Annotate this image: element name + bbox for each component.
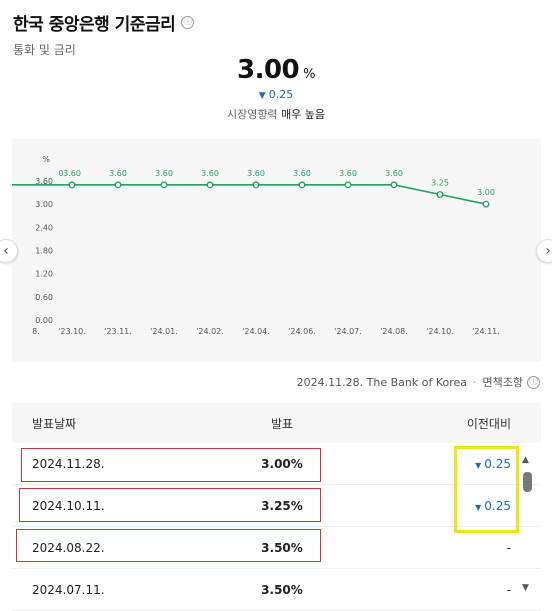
x-tick-label: '24.04. bbox=[242, 327, 270, 336]
source-line: 2024.11.28. The Bank of Korea · 면책조항 ⓘ bbox=[297, 374, 540, 390]
data-label: 3.00 bbox=[477, 188, 495, 197]
data-point bbox=[436, 191, 444, 198]
data-point bbox=[252, 181, 260, 189]
info-icon[interactable]: ⓘ bbox=[181, 16, 195, 29]
x-tick-label: '23.10. bbox=[58, 327, 86, 336]
y-tick-label: 0.00 bbox=[35, 316, 53, 325]
rate-change: ▼ 0.25 bbox=[0, 88, 552, 101]
x-tick-label: '24.08. bbox=[380, 327, 408, 336]
row-value: 3.25% bbox=[261, 498, 303, 513]
impact-label: 시장영향력 bbox=[226, 108, 278, 121]
scroll-down-icon[interactable]: ▼ bbox=[522, 583, 529, 593]
data-point bbox=[390, 181, 398, 189]
row-date: 2024.08.22. bbox=[32, 540, 105, 555]
y-tick-label: 3.60 bbox=[35, 177, 53, 186]
x-tick-label: '24.11. bbox=[472, 327, 500, 336]
x-tick-label: '24.10. bbox=[426, 327, 454, 336]
line-chart: %3.603.002.401.801.200.600.000 3.60 3.60 3.… bbox=[12, 155, 500, 336]
data-label: 3.60 bbox=[109, 169, 127, 178]
scrollbar-thumb[interactable] bbox=[523, 472, 532, 492]
row-change: ▼ 0.25 bbox=[332, 457, 541, 471]
row-date: 2024.11.28. bbox=[32, 456, 105, 471]
data-label: 3.60 bbox=[339, 169, 357, 178]
page-title: 한국 중앙은행 기준금리 ⓘ bbox=[13, 10, 195, 35]
x-tick-label: '24.01. bbox=[150, 327, 178, 336]
y-tick-label: 2.40 bbox=[35, 223, 53, 232]
data-point bbox=[482, 200, 490, 208]
series-line bbox=[12, 184, 487, 205]
announcement-table: 발표날짜 발표 이전대비 2024.11.28. 3.00% ▼ 0.25 202… bbox=[12, 403, 541, 611]
data-point bbox=[298, 181, 306, 189]
data-label: 3.60 bbox=[155, 169, 173, 178]
highlight-box bbox=[21, 448, 321, 482]
y-tick-label: 1.20 bbox=[35, 270, 53, 279]
data-point bbox=[206, 181, 214, 189]
current-rate: 3.00% ▼ 0.25 시장영향력 매우 높음 bbox=[0, 55, 552, 122]
row-date: 2024.07.11. bbox=[32, 582, 105, 597]
table-row[interactable]: 2024.11.28. 3.00% ▼ 0.25 bbox=[12, 443, 541, 485]
data-label: 3.60 bbox=[293, 169, 311, 178]
row-value: 3.50% bbox=[261, 540, 303, 555]
col-value-header: 발표 bbox=[270, 416, 294, 431]
table-header: 발표날짜 발표 이전대비 bbox=[12, 403, 541, 443]
rate-change-value: 0.25 bbox=[268, 88, 294, 101]
market-impact: 시장영향력 매우 높음 bbox=[0, 106, 552, 122]
y-tick-label: 1.80 bbox=[35, 247, 53, 256]
table-row[interactable]: 2024.08.22. 3.50% - bbox=[12, 527, 541, 569]
y-tick-label: 3.00 bbox=[35, 200, 53, 209]
data-label: 0 bbox=[58, 169, 63, 178]
rate-value-line: 3.00% bbox=[0, 55, 552, 85]
row-change: ▼ 0.25 bbox=[332, 499, 541, 513]
chart-next-button[interactable]: › bbox=[536, 239, 552, 263]
row-change: - bbox=[506, 540, 511, 555]
x-tick-label: 8. bbox=[32, 327, 40, 336]
row-date: 2024.10.11. bbox=[32, 498, 105, 513]
highlight-box bbox=[16, 529, 321, 562]
scroll-up-icon[interactable]: ▲ bbox=[522, 455, 529, 465]
data-label: 3.60 bbox=[247, 169, 265, 178]
down-arrow-icon: ▼ bbox=[475, 460, 482, 470]
data-label: 3.25 bbox=[431, 179, 449, 188]
page-title-text: 한국 중앙은행 기준금리 bbox=[13, 15, 176, 35]
row-change-value: 0.25 bbox=[484, 456, 511, 471]
row-value: 3.00% bbox=[261, 456, 303, 471]
disclaimer-link[interactable]: 면책조항 bbox=[482, 376, 523, 389]
x-tick-label: '24.06. bbox=[288, 327, 316, 336]
separator: · bbox=[473, 375, 477, 389]
source-text: 2024.11.28. The Bank of Korea bbox=[296, 375, 468, 389]
rate-unit: % bbox=[303, 67, 315, 82]
highlight-box bbox=[454, 446, 519, 533]
col-change-header: 이전대비 bbox=[466, 416, 511, 431]
x-tick-label: '23.11. bbox=[104, 327, 132, 336]
category-subtitle[interactable]: 통화 및 금리 bbox=[13, 43, 76, 57]
row-change-value: 0.25 bbox=[484, 498, 511, 513]
y-tick-label: 0.60 bbox=[35, 293, 53, 302]
row-value: 3.50% bbox=[261, 582, 303, 597]
data-label: 3.60 bbox=[385, 169, 403, 178]
highlight-box bbox=[19, 488, 321, 522]
chart-prev-button[interactable]: ‹ bbox=[0, 239, 18, 263]
rate-value: 3.00 bbox=[236, 55, 300, 85]
row-change: - bbox=[506, 582, 511, 597]
down-arrow-icon: ▼ bbox=[475, 502, 482, 512]
data-point bbox=[160, 181, 168, 189]
data-label: 3.60 bbox=[201, 169, 219, 178]
impact-value: 매우 높음 bbox=[281, 108, 326, 121]
header: 한국 중앙은행 기준금리 ⓘ 통화 및 금리 bbox=[13, 10, 195, 58]
info-icon[interactable]: ⓘ bbox=[527, 375, 540, 389]
y-axis-label: % bbox=[42, 155, 50, 164]
down-arrow-icon: ▼ bbox=[258, 91, 266, 101]
x-tick-label: '24.07. bbox=[334, 327, 362, 336]
col-date-header: 발표날짜 bbox=[32, 416, 77, 431]
data-point bbox=[114, 181, 122, 189]
rate-chart: % 3.60 3.00 2.40 1.80 1.20 0.60 0.00 0 3.60 3.60 3.… bbox=[12, 139, 541, 362]
data-point bbox=[344, 181, 352, 189]
data-label: 3.60 bbox=[63, 169, 81, 178]
data-point bbox=[68, 181, 76, 189]
x-tick-label: '24.02. bbox=[196, 327, 224, 336]
table-row[interactable]: 2024.10.11. 3.25% ▼ 0.25 bbox=[12, 485, 541, 527]
table-row[interactable]: 2024.07.11. 3.50% - bbox=[12, 569, 541, 611]
